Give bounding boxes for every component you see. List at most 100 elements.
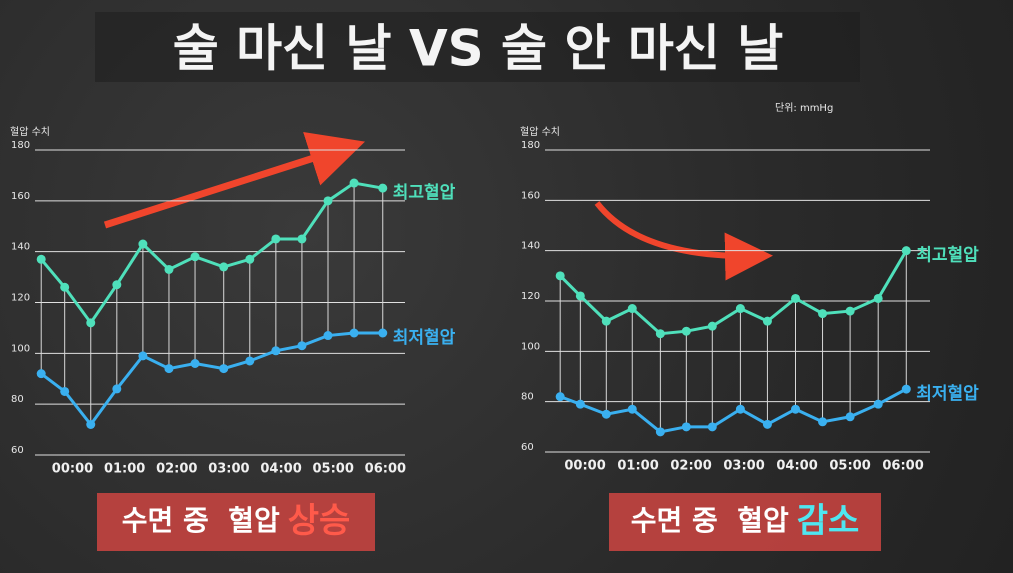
point [575, 291, 585, 301]
point [323, 196, 333, 206]
point [60, 282, 70, 292]
point [190, 252, 200, 262]
point [655, 427, 665, 437]
point [575, 399, 585, 409]
title: 술 마신 날 VS 술 안 마신 날 [173, 20, 784, 78]
x-tick-label: 02:00 [670, 459, 711, 474]
y-tick-label: 180 [521, 140, 540, 151]
point [601, 316, 611, 326]
point [627, 304, 637, 314]
caption-box [609, 493, 881, 551]
point [901, 384, 911, 394]
point [818, 417, 828, 427]
point [791, 404, 801, 414]
caption: 수면 중 혈압 상승 [122, 501, 351, 541]
point [735, 404, 745, 414]
point [601, 409, 611, 419]
title-band [95, 12, 860, 82]
point [164, 264, 174, 274]
x-tick-label: 00:00 [564, 459, 605, 474]
point [378, 183, 388, 193]
y-tick-label: 100 [11, 343, 30, 354]
series-line [559, 387, 907, 434]
x-tick-label: 06:00 [882, 459, 923, 474]
x-tick-label: 05:00 [829, 459, 870, 474]
point [845, 412, 855, 422]
point [164, 364, 174, 374]
point [627, 404, 637, 414]
point [762, 316, 772, 326]
x-tick-label: 06:00 [365, 462, 406, 477]
point [655, 329, 665, 339]
point [323, 331, 333, 341]
legend-label: 최저혈압 [916, 383, 979, 404]
caption: 수면 중 혈압 감소 [631, 501, 860, 541]
x-tick-label: 04:00 [776, 459, 817, 474]
y-axis-label: 혈압 수치 [10, 125, 50, 138]
point [36, 369, 46, 379]
y-tick-label: 100 [521, 341, 540, 352]
point [378, 328, 388, 338]
point [219, 364, 229, 374]
fall-arrow [594, 201, 773, 281]
point [112, 280, 122, 290]
y-tick-label: 140 [521, 241, 540, 252]
point [190, 359, 200, 368]
y-tick-label: 120 [11, 293, 30, 304]
point [735, 304, 745, 314]
point [271, 234, 281, 244]
y-tick-label: 80 [521, 392, 534, 403]
y-axis-label: 혈압 수치 [520, 125, 560, 138]
point [219, 262, 229, 272]
point [901, 246, 911, 256]
point [818, 309, 828, 319]
point [138, 351, 148, 361]
point [86, 318, 96, 328]
point [555, 392, 565, 402]
series-line [40, 181, 384, 326]
point [349, 328, 359, 338]
point [297, 341, 307, 351]
point [60, 386, 70, 396]
x-tick-label: 00:00 [52, 462, 93, 477]
point [138, 239, 148, 249]
x-tick-label: 01:00 [617, 459, 658, 474]
caption-box [97, 493, 375, 551]
caption-highlight: 감소 [797, 501, 860, 541]
x-tick-label: 02:00 [156, 462, 197, 477]
point [762, 419, 772, 429]
rise-arrow [103, 132, 365, 229]
point [349, 178, 359, 188]
x-tick-label: 01:00 [104, 462, 145, 477]
point [245, 254, 255, 264]
y-tick-label: 120 [521, 291, 540, 302]
caption-highlight: 상승 [288, 501, 351, 541]
series-line [559, 249, 908, 336]
y-tick-label: 140 [11, 242, 30, 253]
point [873, 293, 883, 303]
y-tick-label: 60 [11, 445, 24, 456]
point [681, 422, 691, 432]
point [707, 321, 717, 331]
point [707, 422, 717, 432]
point [791, 293, 801, 303]
x-tick-label: 04:00 [260, 462, 301, 477]
point [86, 420, 96, 429]
series-line [40, 331, 383, 427]
legend-label: 최저혈압 [393, 327, 456, 348]
point [297, 234, 307, 244]
legend-label: 최고혈압 [393, 182, 456, 203]
point [845, 306, 855, 316]
y-tick-label: 160 [521, 190, 540, 201]
unit: 단위: mmHg [775, 101, 833, 114]
point [36, 254, 46, 264]
y-tick-label: 160 [11, 191, 30, 202]
x-tick-label: 03:00 [723, 459, 764, 474]
y-tick-label: 180 [11, 140, 30, 151]
point [245, 356, 255, 366]
point [681, 326, 691, 336]
caption-text: 수면 중 혈압 [631, 504, 789, 537]
x-tick-label: 03:00 [208, 462, 249, 477]
